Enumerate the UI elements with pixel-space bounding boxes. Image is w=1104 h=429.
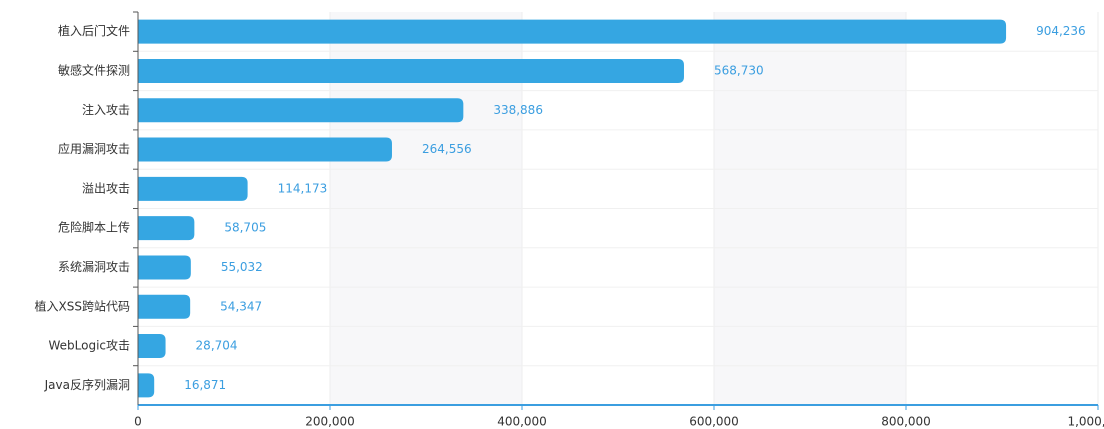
value-label: 28,704	[196, 339, 238, 353]
bar	[138, 294, 191, 319]
bar	[138, 58, 684, 83]
value-label: 55,032	[221, 260, 263, 274]
x-tick-label: 400,000	[497, 415, 547, 429]
y-tick-label: Java反序列漏洞	[44, 377, 130, 392]
y-tick-label: 系统漏洞攻击	[58, 260, 130, 274]
y-tick-label: 植入后门文件	[58, 23, 130, 38]
value-label: 568,730	[714, 63, 764, 77]
bar	[138, 373, 155, 398]
y-tick-label: 敏感文件探测	[58, 62, 130, 77]
value-label: 58,705	[224, 221, 266, 235]
y-tick-label: WebLogic攻击	[48, 339, 130, 353]
y-tick-label: 溢出攻击	[82, 181, 130, 195]
value-label: 54,347	[220, 299, 262, 313]
bar	[138, 216, 195, 241]
bar	[138, 137, 392, 162]
bar	[138, 334, 166, 359]
value-label: 16,871	[184, 378, 226, 392]
bar	[138, 176, 248, 201]
value-label: 114,173	[278, 181, 328, 195]
y-tick-label: 应用漏洞攻击	[58, 141, 130, 156]
x-tick-label: 0	[134, 415, 142, 429]
x-tick-label: 800,000	[881, 415, 931, 429]
y-tick-label: 危险脚本上传	[58, 220, 130, 235]
y-tick-label: 注入攻击	[82, 102, 130, 117]
bar	[138, 98, 464, 123]
value-label: 264,556	[422, 142, 472, 156]
y-tick-label: 植入XSS跨站代码	[35, 298, 130, 313]
x-tick-label: 200,000	[305, 415, 355, 429]
bar	[138, 19, 1007, 44]
value-label: 338,886	[493, 103, 543, 117]
bar	[138, 255, 191, 280]
value-label: 904,236	[1036, 24, 1086, 38]
x-tick-label: 1,000,000	[1067, 415, 1104, 429]
x-tick-label: 600,000	[689, 415, 739, 429]
